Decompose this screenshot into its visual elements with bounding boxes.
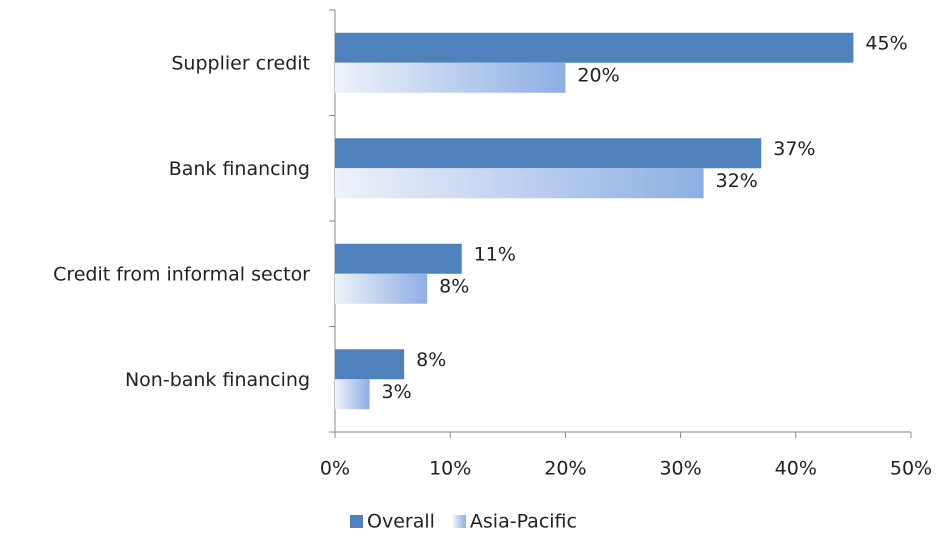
category-label: Non-bank financing <box>125 369 310 391</box>
value-label: 32% <box>716 170 758 192</box>
bar <box>335 379 370 410</box>
bar <box>335 138 762 169</box>
legend-swatch <box>452 515 466 528</box>
bar <box>335 168 704 199</box>
x-tick-label: 10% <box>429 458 471 480</box>
legend-label: Overall <box>367 511 435 533</box>
x-tick-label: 50% <box>890 458 932 480</box>
legend-label: Asia-Pacific <box>470 511 577 533</box>
value-label: 8% <box>416 349 446 371</box>
value-label: 20% <box>577 64 619 86</box>
bar <box>335 62 566 93</box>
category-label: Credit from informal sector <box>53 263 310 285</box>
bar <box>335 32 854 63</box>
legend-swatch <box>350 515 363 528</box>
value-label: 37% <box>773 138 815 160</box>
category-label: Bank financing <box>169 158 310 180</box>
bar <box>335 349 405 380</box>
value-label: 3% <box>382 381 412 403</box>
value-label: 45% <box>865 32 907 54</box>
value-label: 8% <box>439 275 469 297</box>
category-label: Supplier credit <box>171 52 310 74</box>
value-label: 11% <box>474 243 516 265</box>
bar <box>335 243 462 274</box>
x-tick-label: 30% <box>659 458 701 480</box>
x-tick-label: 20% <box>544 458 586 480</box>
x-tick-label: 0% <box>320 458 350 480</box>
x-tick-label: 40% <box>775 458 817 480</box>
bar <box>335 273 428 304</box>
